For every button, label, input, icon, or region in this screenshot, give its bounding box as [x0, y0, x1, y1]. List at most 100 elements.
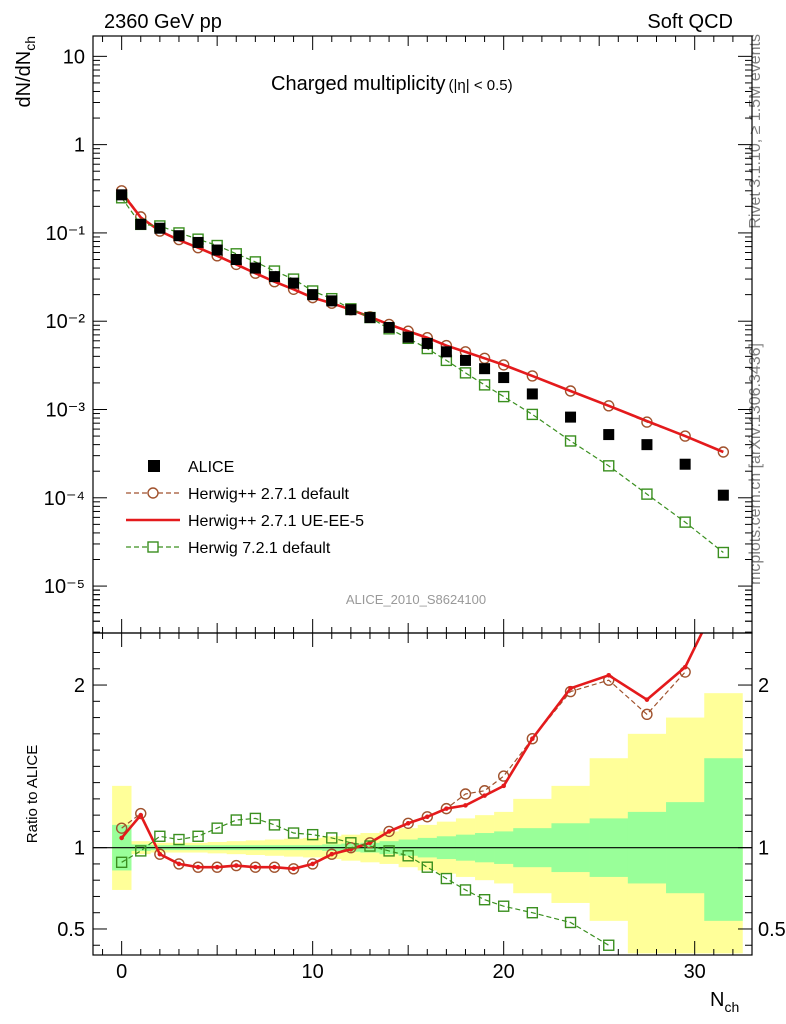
alice-data-point [679, 458, 691, 470]
analysis-watermark: ALICE_2010_S8624100 [346, 592, 486, 607]
category-label: Soft QCD [647, 11, 733, 33]
ratio-herwigpp-ueee5-point [702, 626, 707, 631]
x-axis-label: Nch [710, 989, 739, 1015]
ratio-y-tick-label-left: 2 [74, 675, 85, 697]
herwig7-default-point [603, 460, 615, 472]
x-tick-label: 20 [493, 961, 515, 983]
herwig7-default-point [459, 367, 472, 379]
alice-data-point [440, 346, 452, 358]
legend-label: Herwig 7.2.1 default [188, 540, 331, 557]
herwigpp-default-point [526, 370, 539, 382]
ratio-herwigpp-ueee5-point [195, 864, 201, 870]
legend-label: ALICE [188, 459, 234, 476]
ratio-herwigpp-ueee5-point [501, 783, 506, 789]
alice-data-point [479, 363, 491, 375]
alice-data-point [249, 262, 261, 274]
x-tick-label: 0 [116, 961, 127, 983]
alice-data-point [192, 236, 204, 248]
main-y-tick-label: 1 [74, 135, 85, 157]
ratio-herwigpp-ueee5-point [444, 806, 449, 811]
alice-data-point [421, 337, 433, 349]
ratio-y-axis-label: Ratio to ALICE [24, 745, 41, 843]
ratio-plot-panel: 0.5 0.51 12 20 10 20 30 Ratio to ALICE Nch [24, 626, 786, 1015]
ratio-herwigpp-ueee5-point [310, 861, 315, 867]
ratio-herwigpp-ueee5-point [329, 851, 335, 857]
ratio-herwig7-default-point [154, 830, 166, 842]
alice-data-point [154, 222, 166, 234]
ratio-y-tick-label-left: 0.5 [57, 919, 85, 941]
alice-data-point [345, 304, 357, 316]
legend-marker [147, 487, 159, 499]
ratio-herwig7-default-point [402, 850, 414, 862]
ratio-herwigpp-ueee5-point [606, 672, 612, 678]
ratio-herwig7-default-point [306, 828, 319, 841]
ratio-herwigpp-ueee5-point [272, 864, 277, 870]
ratio-herwigpp-ueee5-point [176, 861, 182, 867]
herwigpp-default-point [497, 359, 510, 371]
ratio-y-tick-label-left: 1 [74, 838, 85, 860]
ratio-herwigpp-ueee5-point [253, 864, 258, 870]
legend-alice-marker [148, 460, 160, 472]
alice-data-point [288, 277, 300, 289]
ratio-herwig7-default-point [345, 837, 357, 849]
ratio-herwig7-default-point [326, 832, 338, 844]
alice-data-point [268, 271, 280, 283]
ratio-herwigpp-ueee5-point [157, 851, 163, 857]
ratio-herwig7-default-point [287, 827, 300, 839]
ratio-herwig7-default-point [192, 830, 204, 842]
ratio-herwigpp-default-point [402, 817, 414, 829]
herwigpp-default-line [121, 190, 724, 453]
main-plot-marks [115, 185, 730, 559]
herwigpp-default-point [603, 400, 615, 412]
ratio-herwigpp-ueee5-point [424, 814, 430, 820]
alice-data-point [307, 289, 319, 301]
ratio-herwig7-default-point [497, 900, 510, 912]
ratio-herwigpp-ueee5-point [386, 829, 392, 834]
ratio-herwigpp-default-point [115, 822, 128, 834]
alice-data-point [364, 312, 376, 324]
ratio-herwig7-default-point [478, 894, 491, 906]
herwigpp-ueee5-line [120, 191, 724, 454]
main-y-axis-label: dN/dNch [13, 36, 38, 108]
ratio-herwigpp-default-point [641, 708, 653, 721]
ratio-herwigpp-ueee5-point [682, 664, 688, 670]
main-y-tick-label: 10⁻⁵ [44, 576, 85, 598]
ratio-herwigpp-default-point [154, 848, 166, 860]
main-plot-panel: 10⁻⁵ 10⁻⁴ 10⁻³ 10⁻² 10⁻¹ 1 10 dN/dNch Charged … [13, 35, 753, 634]
x-tick-label: 10 [302, 961, 324, 983]
ratio-y-tick-label-right: 1 [758, 838, 769, 860]
alice-data-point [565, 411, 577, 423]
green-uncertainty-band [704, 758, 743, 921]
herwig7-default-point [478, 379, 491, 391]
ratio-herwig7-default-point [135, 845, 147, 857]
ratio-y-tick-label-right: 0.5 [758, 919, 786, 941]
main-y-tick-label: 10⁻⁴ [44, 488, 85, 510]
legend-label: Herwig++ 2.7.1 UE-EE-5 [188, 513, 364, 530]
ratio-plot-marks [115, 626, 707, 951]
legend-marker [147, 541, 159, 553]
legend: ALICE Herwig++ 2.7.1 default Herwig++ 2.7.… [126, 459, 364, 557]
alice-data-point [211, 244, 223, 256]
herwigpp-default-point [564, 385, 577, 397]
rivet-version-label: Rivet 3.1.10, ≥ 1.5M events [747, 34, 764, 229]
herwig7-default-point [717, 546, 730, 559]
ratio-herwig7-default-point [526, 907, 539, 919]
ratio-herwig7-default-point [440, 872, 453, 885]
alice-data-point [326, 295, 338, 307]
ratio-herwigpp-default-point [383, 825, 395, 838]
alice-data-point [498, 372, 510, 384]
x-tick-label: 30 [684, 961, 706, 983]
mcplots-label: mcplots.cern.ch [arXiv:1306.3436] [747, 343, 764, 585]
ratio-herwigpp-ueee5-point [233, 863, 239, 868]
ratio-herwigpp-ueee5-point [568, 685, 573, 691]
ratio-herwig7-default-point [211, 822, 223, 834]
alice-data-point [402, 331, 414, 343]
alice-data-point [641, 439, 653, 451]
main-plot-title: Charged multiplicity (|η| < 0.5) [271, 73, 513, 95]
ratio-herwig7-default-point [230, 814, 242, 826]
herwig7-default-point [641, 488, 653, 500]
main-plot-ticks: 10⁻⁵ 10⁻⁴ 10⁻³ 10⁻² 10⁻¹ 1 10 [44, 36, 753, 633]
alice-data-point [717, 489, 729, 501]
alice-data-point [116, 189, 128, 201]
legend-label: Herwig++ 2.7.1 default [188, 486, 350, 503]
